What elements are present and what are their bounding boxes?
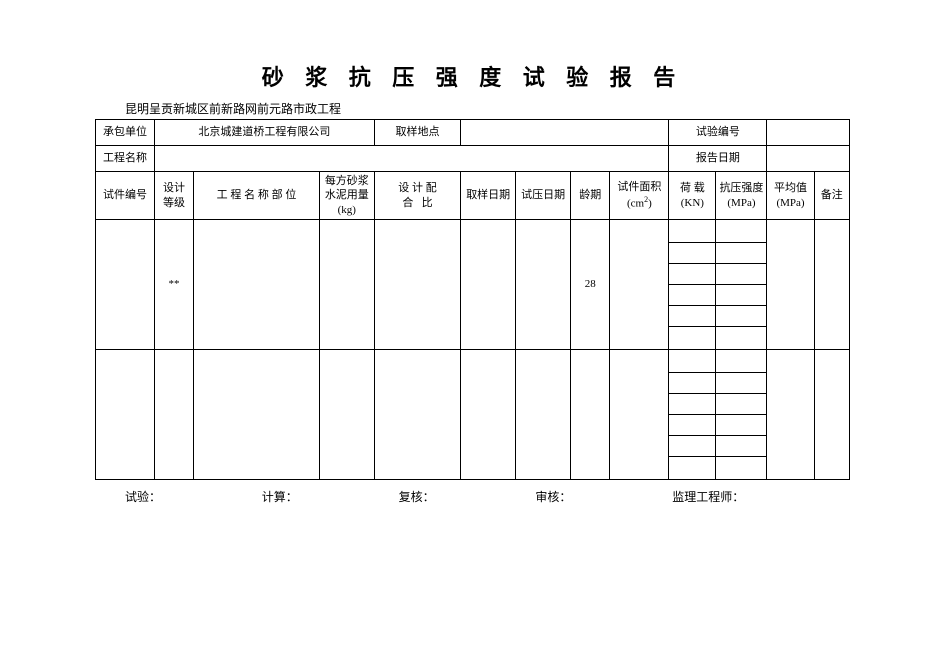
signature-row: 试验： 计算： 复核： 审核： 监理工程师： [95,488,850,505]
col-load: 荷 载(KN) [669,172,716,220]
col-remark: 备注 [814,172,849,220]
col-sample-date: 取样日期 [461,172,516,220]
b1-press-date [516,220,571,350]
label-sample-loc: 取样地点 [374,120,460,146]
b1-strength-cells [716,220,767,350]
col-area: 试件面积(cm2) [610,172,669,220]
b1-specimen-no [96,220,155,350]
b1-grade: ** [154,220,193,350]
col-age: 龄期 [571,172,610,220]
b2-mix [374,350,460,480]
value-sample-loc [461,120,669,146]
b2-grade [154,350,193,480]
b2-cement [319,350,374,480]
b1-part [194,220,320,350]
info-row-1: 承包单位 北京城建道桥工程有限公司 取样地点 试验编号 [96,120,850,146]
b2-press-date [516,350,571,480]
report-page: 砂 浆 抗 压 强 度 试 验 报 告 昆明呈贡新城区前新路网前元路市政工程 承… [0,0,945,669]
b1-remark [814,220,849,350]
col-specimen-no: 试件编号 [96,172,155,220]
value-report-date [767,146,850,172]
label-project-name: 工程名称 [96,146,155,172]
data-block-2 [96,350,850,480]
col-cement-usage: 每方砂浆水泥用量(kg) [319,172,374,220]
b1-age: 28 [571,220,610,350]
col-strength: 抗压强度(MPa) [716,172,767,220]
label-report-date: 报告日期 [669,146,767,172]
project-subtitle: 昆明呈贡新城区前新路网前元路市政工程 [125,100,850,117]
column-header-row: 试件编号 设计等级 工 程 名 称 部 位 每方砂浆水泥用量(kg) 设 计 配… [96,172,850,220]
sig-supervisor: 监理工程师： [672,488,850,505]
col-mix-ratio: 设 计 配合 比 [374,172,460,220]
label-contractor: 承包单位 [96,120,155,146]
b1-sample-date [461,220,516,350]
b2-part [194,350,320,480]
b1-cement [319,220,374,350]
data-block-1: ** 28 [96,220,850,350]
b2-sample-date [461,350,516,480]
b2-strength-cells [716,350,767,480]
report-title: 砂 浆 抗 压 强 度 试 验 报 告 [95,60,850,92]
b2-age [571,350,610,480]
sig-review: 复核： [399,488,536,505]
col-avg: 平均值(MPa) [767,172,814,220]
b2-area [610,350,669,480]
b2-avg [767,350,814,480]
info-row-2: 工程名称 报告日期 [96,146,850,172]
b1-area [610,220,669,350]
label-test-no: 试验编号 [669,120,767,146]
report-table: 承包单位 北京城建道桥工程有限公司 取样地点 试验编号 工程名称 报告日期 试件… [95,119,850,480]
b1-avg [767,220,814,350]
b2-remark [814,350,849,480]
col-design-grade: 设计等级 [154,172,193,220]
b2-load-cells [669,350,716,480]
value-test-no [767,120,850,146]
b2-specimen-no [96,350,155,480]
value-project-name [154,146,668,172]
b1-load-cells [669,220,716,350]
col-press-date: 试压日期 [516,172,571,220]
value-contractor: 北京城建道桥工程有限公司 [154,120,374,146]
b1-mix [374,220,460,350]
sig-audit: 审核： [535,488,672,505]
sig-test: 试验： [95,488,262,505]
col-project-part: 工 程 名 称 部 位 [194,172,320,220]
sig-calc: 计算： [262,488,399,505]
